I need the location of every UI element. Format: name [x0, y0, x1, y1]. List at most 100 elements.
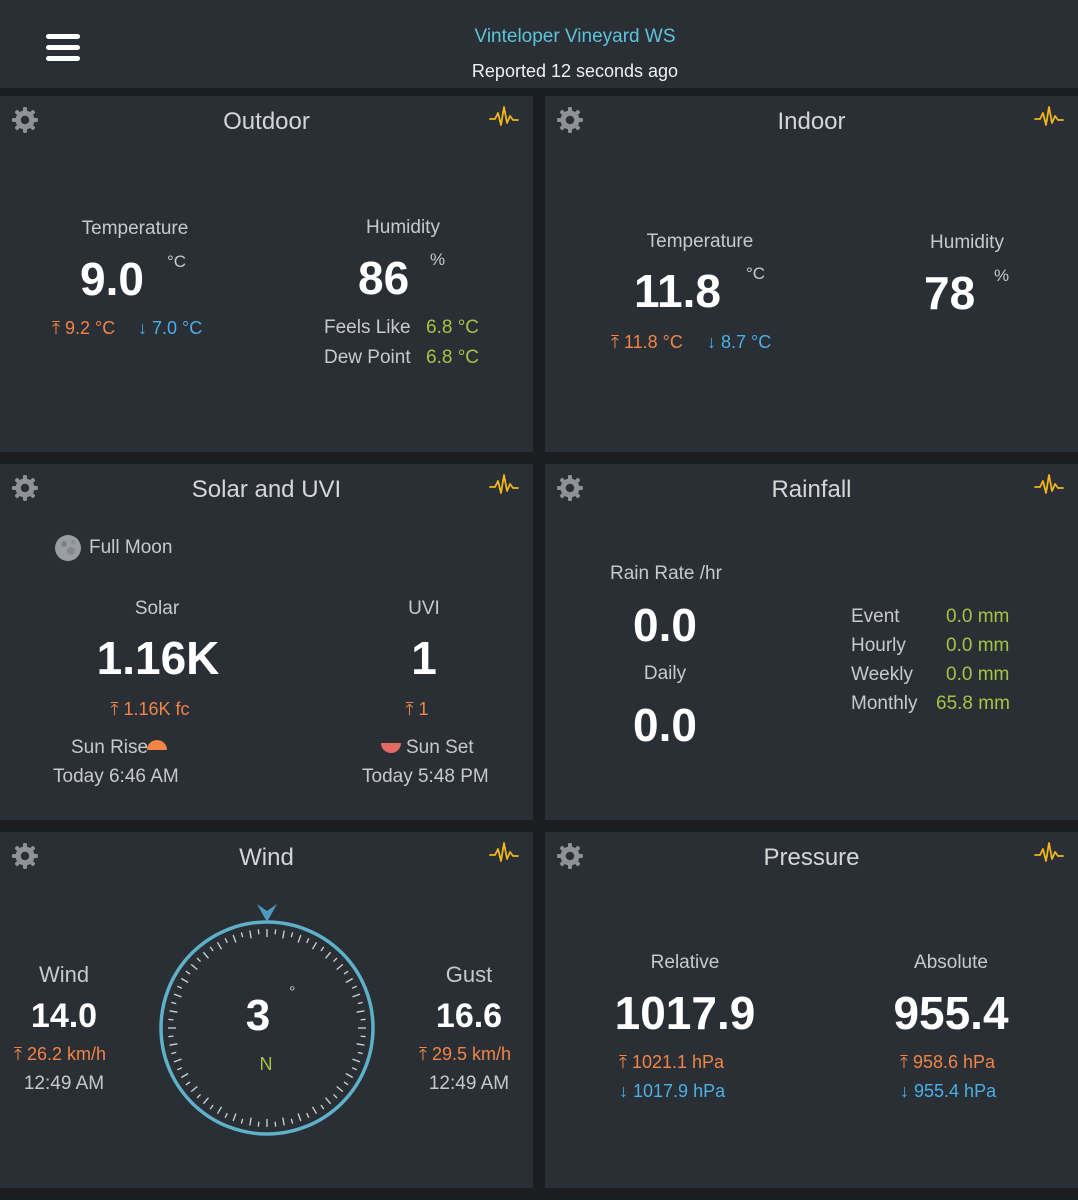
- compass-tick: [343, 1081, 349, 1086]
- compass-tick: [290, 1118, 294, 1124]
- compass-tick: [351, 985, 357, 989]
- panel-title: Outdoor: [223, 108, 310, 135]
- wind-compass: 3 ° N: [159, 904, 375, 1136]
- temperature-low: ↓ 8.7 °C: [707, 332, 772, 352]
- compass-tick: [169, 1010, 178, 1013]
- humidity-label: Humidity: [930, 232, 1004, 253]
- compass-tick: [249, 1117, 252, 1126]
- compass-tick: [216, 941, 223, 950]
- pulse-icon[interactable]: [489, 472, 519, 498]
- station-name[interactable]: Vinteloper Vineyard WS: [474, 26, 676, 47]
- absolute-low: ↓ 955.4 hPa: [900, 1081, 997, 1101]
- compass-tick: [240, 932, 244, 938]
- sunset-icon: [381, 743, 401, 753]
- weekly-label: Weekly: [851, 664, 913, 685]
- sunset-label: Sun Set: [406, 737, 474, 758]
- monthly-value: 65.8 mm: [936, 693, 1010, 714]
- compass-tick: [169, 1043, 178, 1046]
- uvi-high: ⤒ 1: [405, 699, 429, 719]
- feels-like-label: Feels Like: [324, 317, 411, 338]
- uvi-label: UVI: [408, 598, 440, 619]
- wind-value: 14.0: [30, 997, 98, 1035]
- compass-tick: [324, 1097, 332, 1105]
- compass-tick: [224, 938, 228, 944]
- event-value: 0.0 mm: [946, 606, 1010, 627]
- compass-tick: [311, 1106, 318, 1115]
- gust-time: 12:49 AM: [428, 1073, 510, 1094]
- hamburger-menu-button[interactable]: [46, 34, 80, 62]
- moon-phase: Full Moon: [89, 537, 173, 558]
- temperature-value: 9.0: [80, 253, 144, 305]
- compass-tick: [190, 963, 198, 971]
- compass-tick: [202, 951, 210, 959]
- compass-tick: [177, 985, 183, 989]
- absolute-label: Absolute: [914, 952, 988, 973]
- compass-tick: [343, 970, 349, 975]
- gust-label: Gust: [445, 962, 493, 987]
- daily-label: Daily: [643, 663, 687, 684]
- humidity-unit: %: [994, 266, 1010, 285]
- pulse-icon[interactable]: [489, 840, 519, 866]
- temperature-label: Temperature: [646, 231, 754, 252]
- compass-tick: [196, 1094, 201, 1099]
- compass-tick: [356, 1043, 365, 1046]
- panel-title: Rainfall: [771, 476, 852, 503]
- pulse-icon[interactable]: [489, 104, 519, 130]
- compass-tick: [345, 977, 354, 984]
- compass-tick: [352, 1058, 361, 1063]
- hourly-label: Hourly: [851, 635, 906, 656]
- temperature-label: Temperature: [81, 218, 189, 239]
- sunset-time: Today 5:48 PM: [362, 766, 489, 787]
- pulse-icon[interactable]: [1034, 840, 1064, 866]
- humidity-value: 86: [358, 252, 410, 304]
- solar-label: Solar: [134, 598, 180, 619]
- temperature-value: 11.8: [634, 265, 721, 317]
- compass-tick: [196, 957, 201, 962]
- compass-tick: [357, 1001, 363, 1005]
- compass-tick: [306, 1112, 310, 1118]
- dew-point-value: 6.8 °C: [426, 347, 480, 368]
- rain-rate-label: Rain Rate /hr: [610, 563, 722, 584]
- compass-tick: [209, 946, 214, 952]
- relative-low: ↓ 1017.9 hPa: [619, 1081, 726, 1101]
- compass-tick: [320, 1104, 325, 1110]
- wind-panel: Wind Wind 14.0 ⤒ 26.2 km/h 12:49 AM 3 ° …: [0, 832, 533, 1188]
- compass-tick: [173, 993, 182, 998]
- panel-title: Solar and UVI: [191, 476, 342, 503]
- compass-tick: [249, 930, 252, 939]
- compass-tick: [290, 932, 294, 938]
- uvi-value: 1: [411, 632, 437, 684]
- compass-tick: [357, 1051, 363, 1055]
- pulse-icon[interactable]: [1034, 472, 1064, 498]
- compass-tick: [297, 1113, 302, 1122]
- compass-tick: [180, 1072, 189, 1079]
- compass-tick: [173, 1058, 182, 1063]
- compass-tick: [333, 1094, 338, 1099]
- compass-tick: [320, 946, 325, 952]
- wind-high: ⤒ 26.2 km/h: [14, 1044, 107, 1064]
- wind-time: 12:49 AM: [23, 1073, 105, 1094]
- gust-value: 16.6: [435, 997, 503, 1035]
- compass-tick: [185, 970, 191, 975]
- rainfall-panel: Rainfall Rain Rate /hr 0.0 Daily 0.0 Eve…: [545, 464, 1078, 820]
- temperature-low: ↓ 7.0 °C: [138, 318, 203, 338]
- rain-rate-value: 0.0: [633, 599, 697, 651]
- compass-tick: [336, 1085, 344, 1093]
- compass-tick: [297, 934, 302, 943]
- panel-title: Wind: [239, 844, 294, 871]
- compass-tick: [324, 951, 332, 959]
- absolute-value: 955.4: [893, 987, 1009, 1039]
- compass-tick: [224, 1112, 228, 1118]
- compass-tick: [311, 941, 318, 950]
- compass-tick: [282, 1117, 285, 1126]
- compass-tick: [232, 1113, 237, 1122]
- solar-value: 1.16K: [96, 632, 220, 684]
- pulse-icon[interactable]: [1034, 104, 1064, 130]
- sunrise-icon: [147, 740, 167, 750]
- hourly-value: 0.0 mm: [946, 635, 1010, 656]
- compass-tick: [336, 963, 344, 971]
- humidity-label: Humidity: [366, 217, 440, 238]
- relative-high: ⤒ 1021.1 hPa: [619, 1052, 725, 1072]
- relative-label: Relative: [650, 952, 720, 973]
- compass-tick: [282, 930, 285, 939]
